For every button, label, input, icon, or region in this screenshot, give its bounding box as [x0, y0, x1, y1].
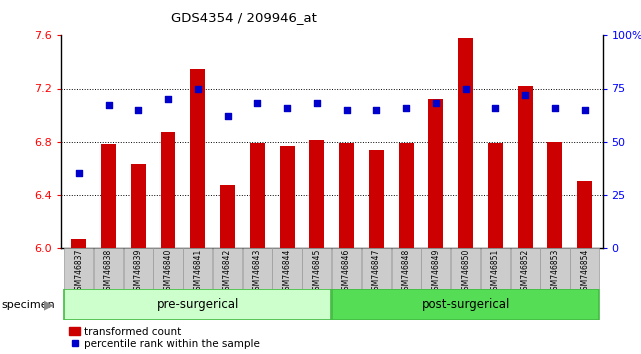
Bar: [213, 248, 242, 289]
Point: [490, 105, 501, 110]
Bar: [481, 248, 510, 289]
Bar: [250, 143, 265, 248]
Text: GSM746848: GSM746848: [402, 249, 411, 295]
Text: GSM746851: GSM746851: [491, 249, 500, 295]
Bar: [392, 248, 420, 289]
Bar: [183, 248, 212, 289]
Bar: [272, 248, 302, 289]
Bar: [243, 248, 272, 289]
Bar: [540, 248, 569, 289]
Text: GSM746854: GSM746854: [580, 249, 589, 295]
Bar: [488, 143, 503, 248]
Point: [282, 105, 292, 110]
Text: GSM746845: GSM746845: [312, 249, 321, 295]
Point: [401, 105, 412, 110]
Bar: [64, 248, 94, 289]
Point: [520, 92, 530, 98]
Text: post-surgerical: post-surgerical: [421, 298, 510, 311]
Bar: [339, 143, 354, 248]
Text: GSM746852: GSM746852: [520, 249, 529, 295]
Point: [103, 103, 113, 108]
Bar: [64, 289, 331, 320]
Text: GSM746853: GSM746853: [551, 249, 560, 295]
Text: GSM746842: GSM746842: [223, 249, 232, 295]
Point: [550, 105, 560, 110]
Text: GDS4354 / 209946_at: GDS4354 / 209946_at: [171, 11, 317, 24]
Bar: [124, 248, 153, 289]
Text: GSM746849: GSM746849: [431, 249, 440, 295]
Bar: [71, 239, 86, 248]
Point: [431, 101, 441, 106]
Text: GSM746847: GSM746847: [372, 249, 381, 295]
Bar: [369, 150, 384, 248]
Text: GSM746846: GSM746846: [342, 249, 351, 295]
Bar: [94, 248, 123, 289]
Bar: [399, 143, 413, 248]
Point: [163, 96, 173, 102]
Bar: [578, 182, 592, 248]
Bar: [547, 142, 562, 248]
Text: GSM746840: GSM746840: [163, 249, 172, 295]
Bar: [131, 164, 146, 248]
Point: [74, 171, 84, 176]
Point: [193, 86, 203, 91]
Bar: [190, 69, 205, 248]
Point: [460, 86, 470, 91]
Bar: [220, 185, 235, 248]
Bar: [310, 140, 324, 248]
Text: ▶: ▶: [44, 299, 53, 312]
Bar: [332, 248, 361, 289]
Text: GSM746839: GSM746839: [134, 249, 143, 295]
Text: GSM746838: GSM746838: [104, 249, 113, 295]
Bar: [279, 145, 294, 248]
Bar: [362, 248, 391, 289]
Point: [312, 101, 322, 106]
Point: [342, 107, 352, 113]
Text: GSM746841: GSM746841: [194, 249, 203, 295]
Bar: [428, 99, 444, 248]
Point: [222, 113, 233, 119]
Bar: [458, 38, 473, 248]
Point: [133, 107, 144, 113]
Bar: [421, 248, 451, 289]
Bar: [332, 289, 599, 320]
Text: GSM746850: GSM746850: [461, 249, 470, 295]
Text: specimen: specimen: [1, 300, 55, 310]
Point: [371, 107, 381, 113]
Bar: [451, 248, 480, 289]
Point: [252, 101, 262, 106]
Bar: [303, 248, 331, 289]
Text: GSM746843: GSM746843: [253, 249, 262, 295]
Text: pre-surgerical: pre-surgerical: [156, 298, 239, 311]
Bar: [518, 86, 533, 248]
Bar: [101, 144, 116, 248]
Legend: transformed count, percentile rank within the sample: transformed count, percentile rank withi…: [69, 327, 260, 349]
Text: GSM746844: GSM746844: [283, 249, 292, 295]
Point: [579, 107, 590, 113]
Text: GSM746837: GSM746837: [74, 249, 83, 295]
Bar: [511, 248, 540, 289]
Bar: [153, 248, 183, 289]
Bar: [161, 132, 176, 248]
Bar: [570, 248, 599, 289]
